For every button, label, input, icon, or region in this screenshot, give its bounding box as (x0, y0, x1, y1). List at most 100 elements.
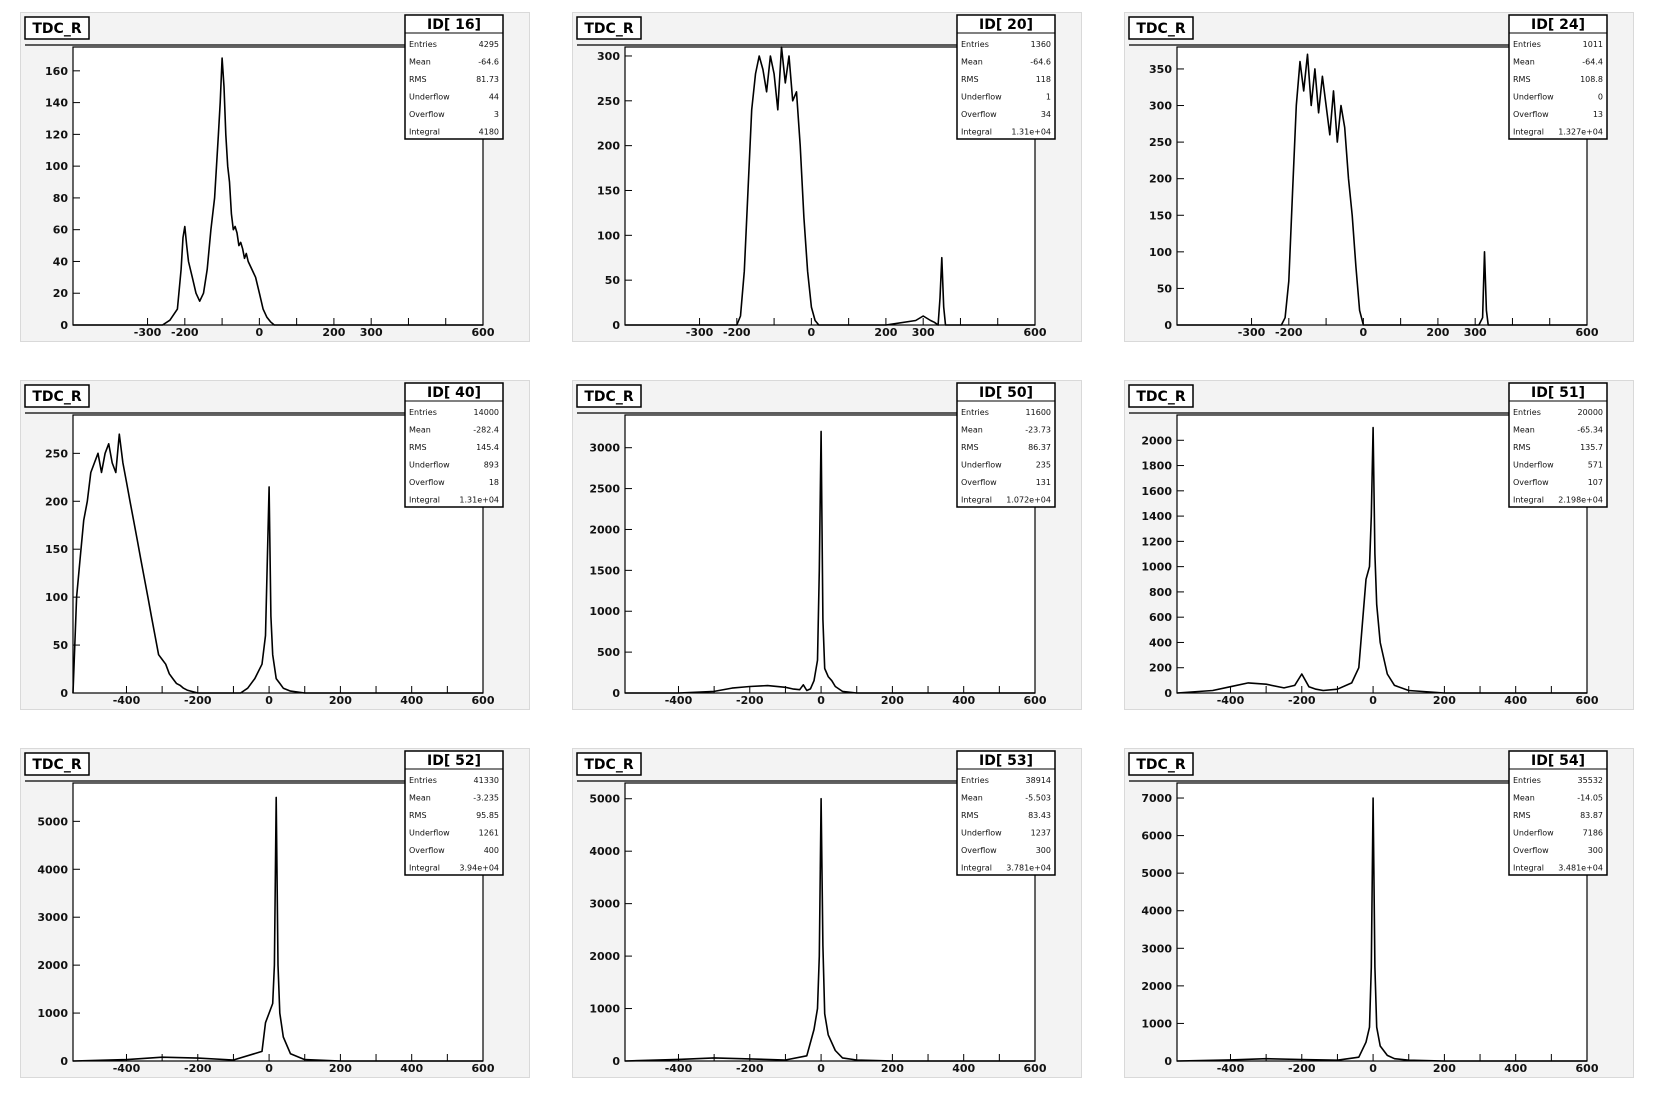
stat-value: 1 (1046, 93, 1051, 102)
x-tick-label: -400 (1217, 1062, 1245, 1075)
stat-value: -64.6 (478, 58, 499, 67)
histogram-chart: TDC_R 0 500 1000 1500 2000 2500 3000 -400 -200 0 20… (576, 382, 1056, 707)
x-tick-label: 200 (1426, 326, 1449, 339)
stat-value: -282.4 (473, 426, 499, 435)
histogram-id-label: ID[ 20] (979, 17, 1033, 33)
x-tick-label: 600 (472, 1062, 495, 1075)
stat-value: -23.73 (1025, 426, 1051, 435)
x-tick-label: 0 (817, 1062, 825, 1075)
stat-value: 4295 (479, 40, 499, 49)
y-tick-label: 200 (1149, 173, 1172, 186)
stat-value: 135.7 (1580, 443, 1603, 452)
chart-title: TDC_R (584, 389, 633, 405)
stat-value: 1.31e+04 (1011, 128, 1051, 137)
stat-label: Overflow (961, 110, 997, 119)
y-tick-label: 1000 (1141, 1017, 1172, 1030)
y-tick-label: 100 (45, 591, 68, 604)
stat-label: Integral (961, 496, 992, 505)
histogram-pad-5: TDC_R 0 500 1000 1500 2000 2500 3000 -400 -200 0 20… (572, 380, 1082, 710)
x-tick-label: 400 (952, 694, 975, 707)
histogram-chart: TDC_R 0 1000 2000 3000 4000 5000 -400 -200 0 200 40… (576, 750, 1056, 1075)
y-tick-label: 1500 (589, 564, 620, 577)
stat-label: Integral (409, 864, 440, 873)
y-tick-label: 400 (1149, 636, 1172, 649)
x-tick-label: -200 (1288, 1062, 1316, 1075)
x-tick-label: 300 (1464, 326, 1487, 339)
y-tick-label: 2000 (37, 959, 68, 972)
x-tick-label: 400 (400, 1062, 423, 1075)
stat-value: 145.4 (476, 443, 499, 452)
chart-title: TDC_R (32, 757, 81, 773)
x-tick-label: -400 (113, 1062, 141, 1075)
stat-label: Underflow (409, 829, 450, 838)
stats-box (1508, 14, 1608, 140)
stat-value: -3.235 (473, 794, 499, 803)
histogram-pad-3: TDC_R 0 50 100 150 200 250 300 350 -300 -200 0 200 30… (1124, 12, 1634, 342)
x-tick-label: 0 (265, 694, 273, 707)
chart-title: TDC_R (584, 21, 633, 37)
stat-value: 20000 (1578, 408, 1603, 417)
stat-label: Integral (1513, 128, 1544, 137)
y-tick-label: 200 (1149, 662, 1172, 675)
x-tick-label: 400 (952, 1062, 975, 1075)
histogram-id-label: ID[ 16] (427, 17, 481, 33)
y-tick-label: 250 (45, 447, 68, 460)
y-tick-label: 120 (45, 128, 68, 141)
y-tick-label: 4000 (589, 845, 620, 858)
stat-label: Mean (409, 794, 431, 803)
stats-box (404, 14, 504, 140)
stat-label: Overflow (1513, 478, 1549, 487)
y-tick-label: 3000 (589, 898, 620, 911)
y-tick-label: 2000 (1141, 980, 1172, 993)
x-tick-label: -400 (1217, 694, 1245, 707)
stat-label: Mean (1513, 794, 1535, 803)
stat-value: 86.37 (1028, 443, 1051, 452)
stat-label: Mean (961, 426, 983, 435)
y-tick-label: 250 (1149, 136, 1172, 149)
y-tick-label: 100 (1149, 246, 1172, 259)
stat-label: RMS (409, 75, 427, 84)
stat-value: 1360 (1031, 40, 1051, 49)
stat-label: Integral (961, 864, 992, 873)
y-tick-label: 50 (605, 274, 621, 287)
x-tick-label: 400 (1504, 694, 1527, 707)
x-tick-label: 200 (874, 326, 897, 339)
stat-value: 107 (1588, 478, 1603, 487)
histogram-line (625, 46, 1035, 326)
y-tick-label: 500 (597, 646, 620, 659)
stat-label: Mean (1513, 426, 1535, 435)
title-box (1128, 384, 1194, 408)
y-tick-label: 250 (597, 95, 620, 108)
stat-label: Overflow (409, 478, 445, 487)
y-tick-label: 3000 (1141, 942, 1172, 955)
stat-value: 893 (484, 461, 499, 470)
stat-value: 44 (489, 93, 499, 102)
title-box (576, 384, 642, 408)
x-tick-label: -400 (665, 694, 693, 707)
x-tick-label: -200 (184, 694, 212, 707)
stat-label: Mean (409, 426, 431, 435)
y-tick-label: 600 (1149, 611, 1172, 624)
title-box (576, 752, 642, 776)
stat-value: 3.481e+04 (1558, 864, 1603, 873)
histogram-pad-1: TDC_R 0 20 40 60 80 100 120 140 160 -300 -200 0 200 30… (20, 12, 530, 342)
x-tick-label: 0 (1369, 694, 1377, 707)
stat-label: Entries (409, 776, 437, 785)
y-tick-label: 1800 (1141, 460, 1172, 473)
stat-label: Underflow (409, 93, 450, 102)
stat-label: RMS (1513, 75, 1531, 84)
y-tick-label: 3000 (37, 911, 68, 924)
stat-value: 300 (1588, 846, 1603, 855)
x-tick-label: -300 (1238, 326, 1266, 339)
stat-value: 1011 (1583, 40, 1603, 49)
y-tick-label: 0 (60, 319, 68, 332)
y-tick-label: 5000 (1141, 867, 1172, 880)
histogram-line (624, 797, 1035, 1062)
stat-value: 83.43 (1028, 811, 1051, 820)
stat-label: Integral (961, 128, 992, 137)
stat-label: Entries (961, 776, 989, 785)
histogram-line (625, 430, 1035, 694)
stat-value: 131 (1036, 478, 1051, 487)
y-tick-label: 5000 (37, 815, 68, 828)
stats-box (956, 382, 1056, 508)
